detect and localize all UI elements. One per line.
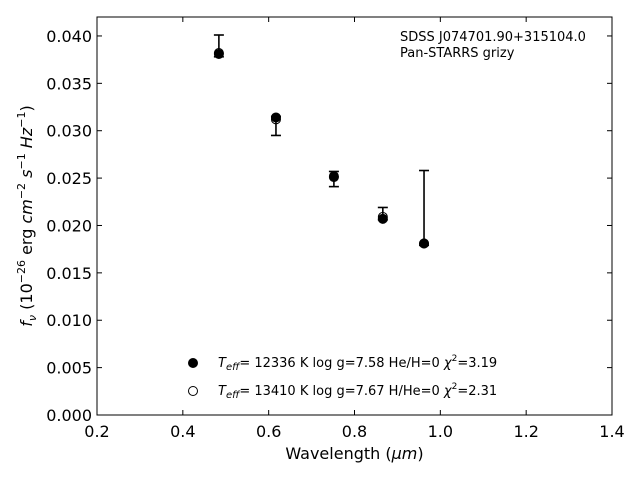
legend-marker-filled [188,358,198,368]
model-point-open [213,48,224,59]
legend-entry-filled: Teff= 12336 K log g=7.58 He/H=0 χ2=3.19 [218,354,497,373]
model-point-open [328,172,339,183]
legend-entry-open: Teff= 13410 K log g=7.67 H/He=0 χ2=2.31 [218,382,497,401]
x-tick-label: 1.4 [599,422,624,441]
legend: Teff= 12336 K log g=7.58 He/H=0 χ2=3.19 … [188,354,497,401]
data-marks [213,34,430,249]
x-tick-label: 0.4 [170,422,195,441]
annotation-object-name: SDSS J074701.90+315104.0 [400,30,586,45]
x-tick-label: 1.0 [428,422,453,441]
y-tick-label: 0.040 [46,27,92,46]
x-tick-label: 0.2 [84,422,109,441]
model-point-filled [270,112,281,123]
y-tick-label: 0.025 [46,169,92,188]
axis-ticks: 0.2 0.4 0.6 0.8 1.0 1.2 1.4 0.000 0.005 0.010 0.01… [46,17,625,441]
model-point-open [270,114,281,125]
x-tick-label: 0.6 [256,422,281,441]
y-tick-label: 0.005 [46,359,92,378]
y-tick-label: 0.010 [46,311,92,330]
model-point-open [419,238,430,249]
y-tick-label: 0.015 [46,264,92,283]
legend-marker-open [188,386,198,396]
y-tick-label: 0.030 [46,122,92,141]
y-axis-label: fν (10−26 erg cm−2 s−1 Hz−1) [15,105,39,326]
x-tick-label: 0.8 [342,422,367,441]
model-point-filled [377,213,388,224]
y-tick-label: 0.020 [46,216,92,235]
model-point-open [377,211,388,222]
annotation-survey: Pan-STARRS grizy [400,46,515,61]
y-tick-label: 0.035 [46,74,92,93]
x-axis-label: Wavelength (μm) [285,444,423,463]
y-tick-label: 0.000 [46,406,92,425]
x-tick-label: 1.2 [513,422,538,441]
